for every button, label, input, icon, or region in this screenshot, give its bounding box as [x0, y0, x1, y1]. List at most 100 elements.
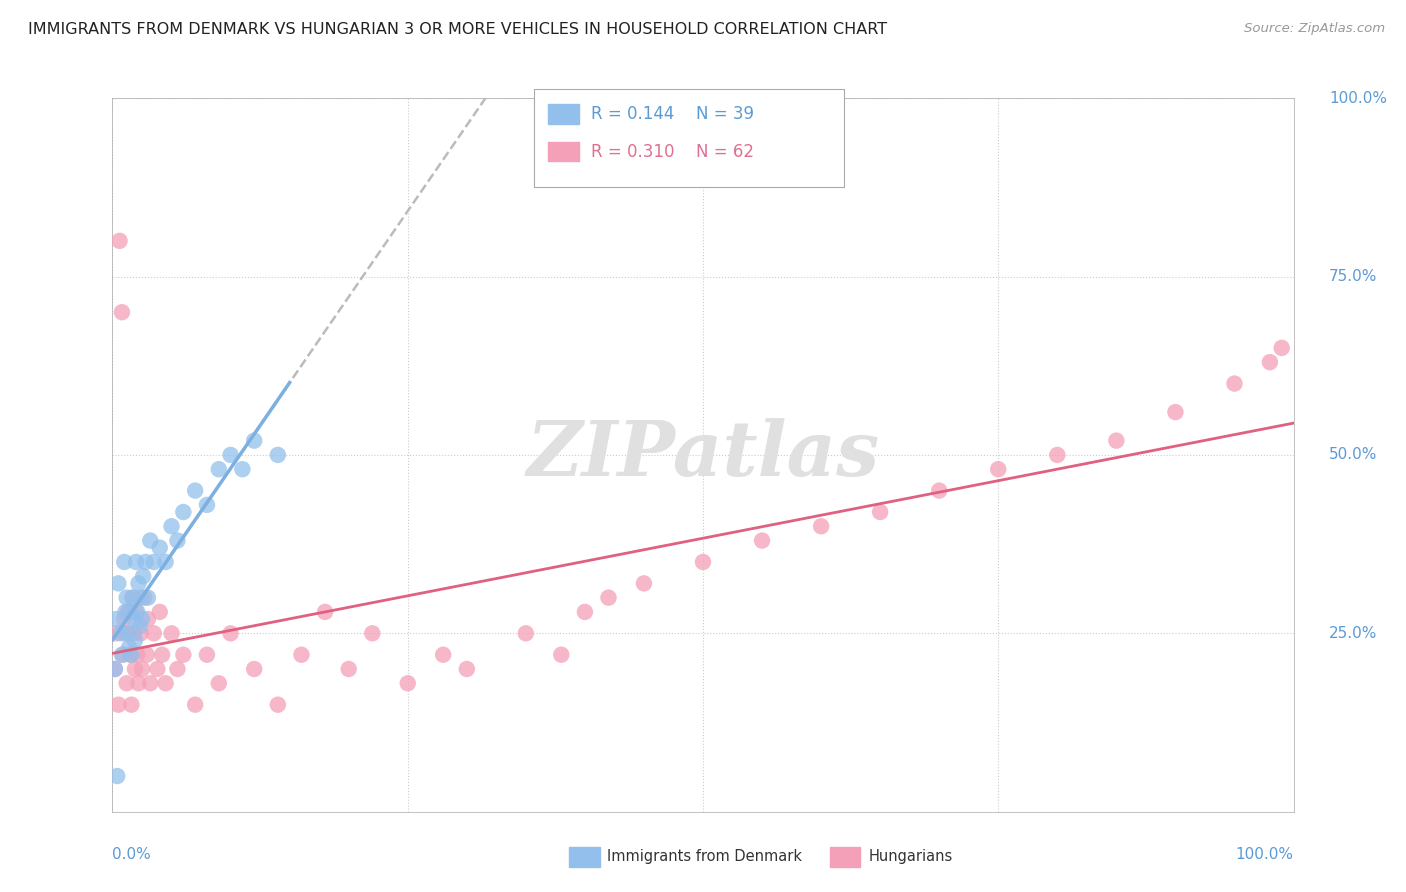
Point: [166, 533, 188, 548]
Point: [105, 612, 128, 626]
Point: [184, 483, 207, 498]
Text: 0.0%: 0.0%: [112, 847, 152, 863]
Point: [139, 676, 162, 690]
Point: [115, 591, 138, 605]
Point: [142, 626, 165, 640]
Text: ZIPatlas: ZIPatlas: [526, 418, 880, 491]
Point: [574, 605, 596, 619]
Point: [124, 662, 146, 676]
Point: [118, 640, 141, 655]
Point: [155, 676, 177, 690]
Point: [120, 605, 142, 619]
Point: [128, 619, 150, 633]
Point: [231, 462, 253, 476]
Point: [160, 626, 183, 640]
Point: [810, 519, 832, 533]
Point: [117, 626, 139, 640]
Point: [195, 498, 218, 512]
Point: [155, 555, 177, 569]
Point: [314, 605, 336, 619]
Point: [125, 555, 148, 569]
Point: [107, 576, 129, 591]
Point: [125, 605, 148, 619]
Text: N = 62: N = 62: [696, 143, 754, 161]
Point: [692, 555, 714, 569]
Point: [110, 626, 132, 640]
Point: [115, 676, 138, 690]
Point: [136, 612, 159, 626]
Text: IMMIGRANTS FROM DENMARK VS HUNGARIAN 3 OR MORE VEHICLES IN HOUSEHOLD CORRELATION: IMMIGRANTS FROM DENMARK VS HUNGARIAN 3 O…: [28, 22, 887, 37]
Point: [1271, 341, 1294, 355]
Point: [172, 648, 194, 662]
Point: [928, 483, 950, 498]
Point: [112, 648, 135, 662]
Point: [149, 605, 172, 619]
Point: [515, 626, 537, 640]
Point: [1046, 448, 1069, 462]
Point: [219, 448, 242, 462]
Point: [112, 555, 135, 569]
Point: [598, 591, 620, 605]
Point: [129, 591, 152, 605]
Point: [127, 676, 149, 690]
Text: 25.0%: 25.0%: [1329, 626, 1378, 640]
Point: [131, 612, 153, 626]
Point: [195, 648, 218, 662]
Point: [121, 591, 143, 605]
Point: [136, 591, 159, 605]
Text: Immigrants from Denmark: Immigrants from Denmark: [607, 849, 803, 863]
Point: [111, 305, 134, 319]
Point: [112, 612, 135, 626]
Point: [139, 533, 162, 548]
Text: 100.0%: 100.0%: [1329, 91, 1386, 105]
Point: [122, 626, 145, 640]
Point: [432, 648, 454, 662]
Point: [219, 626, 242, 640]
Point: [243, 662, 266, 676]
Point: [114, 605, 136, 619]
Point: [1258, 355, 1281, 369]
Point: [108, 234, 131, 248]
Text: R = 0.310: R = 0.310: [591, 143, 673, 161]
Point: [267, 448, 290, 462]
Point: [633, 576, 655, 591]
Point: [869, 505, 891, 519]
Point: [114, 626, 136, 640]
Point: [172, 505, 194, 519]
Text: R = 0.144: R = 0.144: [591, 105, 673, 123]
Point: [124, 633, 146, 648]
Point: [117, 605, 139, 619]
Point: [550, 648, 572, 662]
Point: [105, 626, 128, 640]
Point: [111, 648, 134, 662]
Point: [208, 676, 231, 690]
Point: [120, 648, 142, 662]
Point: [456, 662, 478, 676]
Point: [135, 555, 157, 569]
Point: [121, 591, 143, 605]
Point: [267, 698, 290, 712]
Point: [122, 612, 145, 626]
Text: Hungarians: Hungarians: [869, 849, 953, 863]
Point: [361, 626, 384, 640]
Point: [134, 591, 156, 605]
Point: [104, 662, 127, 676]
Text: 50.0%: 50.0%: [1329, 448, 1378, 462]
Point: [107, 698, 129, 712]
Text: Source: ZipAtlas.com: Source: ZipAtlas.com: [1244, 22, 1385, 36]
Point: [127, 605, 149, 619]
Point: [131, 662, 153, 676]
Point: [1164, 405, 1187, 419]
Point: [184, 698, 207, 712]
Point: [129, 626, 152, 640]
Point: [243, 434, 266, 448]
Text: 100.0%: 100.0%: [1236, 847, 1294, 863]
Point: [166, 662, 188, 676]
Point: [987, 462, 1010, 476]
Point: [132, 569, 155, 583]
Point: [120, 698, 142, 712]
Point: [127, 648, 149, 662]
Point: [135, 648, 157, 662]
Point: [208, 462, 231, 476]
Point: [104, 662, 127, 676]
